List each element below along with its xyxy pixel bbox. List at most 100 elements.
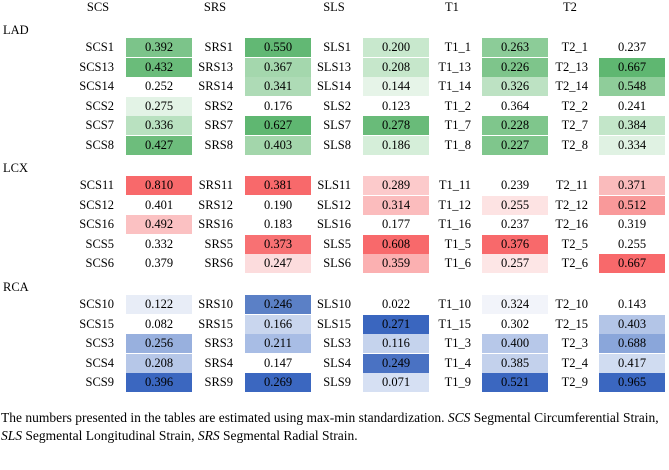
segment-label: T2_15 (555, 316, 588, 331)
value-cell: 0.289 (363, 176, 429, 195)
value-cell: 0.228 (482, 116, 548, 135)
value-cell: 0.965 (599, 373, 665, 392)
value-cell: 0.071 (363, 373, 429, 392)
value-cell: 0.022 (363, 295, 429, 314)
value-cell: 0.249 (363, 353, 429, 373)
segment-label: T1_13 (438, 59, 471, 74)
value-cell: 0.208 (363, 57, 429, 77)
value-cell: 0.190 (245, 195, 311, 215)
value-cell: 0.208 (126, 353, 192, 373)
value-cell: 0.403 (599, 314, 665, 334)
footnote-def-scs: Segmental Circumferential Strain, (470, 410, 659, 425)
table-row: SCS8 0.427 SRS8 0.403 SLS8 0.186 T1_8 0.227 T2_8… (0, 135, 669, 155)
group-label-lad: LAD (3, 23, 29, 37)
value-cell: 0.432 (126, 57, 192, 77)
value-cell: 0.147 (245, 353, 311, 373)
value-cell: 0.336 (126, 116, 192, 135)
segment-label: SCS6 (85, 256, 115, 270)
segment-label: T2_5 (561, 236, 588, 251)
segment-label: SRS13 (198, 59, 233, 74)
segment-label: SRS14 (198, 79, 233, 93)
segment-label: SCS10 (79, 297, 114, 311)
value-cell: 0.608 (363, 234, 429, 254)
segment-label: T2_14 (555, 79, 588, 93)
segment-label: T1_11 (438, 178, 471, 192)
segment-label: T2_10 (555, 297, 588, 311)
value-cell: 0.392 (126, 38, 192, 57)
segment-label: T1_14 (438, 79, 471, 93)
value-cell: 0.263 (482, 38, 548, 57)
table-row: SCS2 0.275 SRS2 0.176 SLS2 0.123 T1_2 0.364 T2_2… (0, 96, 669, 116)
value-cell: 0.512 (599, 195, 665, 215)
segment-label: SCS3 (85, 336, 115, 350)
footnote-text: The numbers presented in the tables are … (1, 410, 448, 425)
table-row: SCS14 0.252 SRS14 0.341 SLS14 0.144 T1_14 0.326… (0, 77, 669, 96)
column-header-t2: T2 (563, 0, 577, 14)
value-cell: 0.319 (599, 215, 665, 234)
value-cell: 0.177 (363, 215, 429, 234)
value-cell: 0.810 (126, 176, 192, 195)
segment-label: SRS8 (204, 137, 234, 152)
segment-label: SLS10 (316, 297, 351, 311)
table-row: SCS3 0.256 SRS3 0.211 SLS3 0.116 T1_3 0.400 T2_3… (0, 334, 669, 353)
segment-label: SRS1 (204, 40, 234, 54)
segment-label: SLS7 (323, 118, 351, 132)
value-cell: 0.379 (126, 254, 192, 273)
footnote-def-srs: Segmental Radial Strain. (219, 428, 358, 443)
segment-label: SCS12 (79, 197, 114, 212)
segment-label: SRS16 (198, 217, 233, 231)
table-row: SCS16 0.492 SRS16 0.183 SLS16 0.177 T1_16 0.237… (0, 215, 669, 234)
value-cell: 0.371 (599, 176, 665, 195)
value-cell: 0.373 (245, 234, 311, 254)
value-cell: 0.400 (482, 334, 548, 353)
table-row: SCS12 0.401 SRS12 0.190 SLS12 0.314 T1_12 0.255… (0, 195, 669, 215)
table-row: SCS13 0.432 SRS13 0.367 SLS13 0.208 T1_13 0.226… (0, 57, 669, 77)
value-cell: 0.332 (126, 234, 192, 254)
segment-label: T2_2 (561, 98, 588, 113)
segment-label: SLS14 (316, 79, 351, 93)
value-cell: 0.144 (363, 77, 429, 96)
footnote-def-sls: Segmental Longitudinal Strain, (22, 428, 198, 443)
table-row: SCS4 0.208 SRS4 0.147 SLS4 0.249 T1_4 0.385 T2_4… (0, 353, 669, 373)
value-cell: 0.396 (126, 373, 192, 392)
value-cell: 0.227 (482, 135, 548, 155)
value-cell: 0.246 (245, 295, 311, 314)
segment-label: T2_13 (555, 59, 588, 74)
segment-label: T2_1 (561, 40, 588, 54)
segment-label: T1_10 (438, 297, 471, 311)
segment-label: SCS13 (79, 59, 114, 74)
value-cell: 0.384 (599, 116, 665, 135)
table-row: SCS11 0.810 SRS11 0.381 SLS11 0.289 T1_11 0.239… (0, 176, 669, 195)
value-cell: 0.326 (482, 77, 548, 96)
segment-label: T2_6 (561, 256, 588, 270)
footnote-abbr-scs: SCS (447, 410, 471, 425)
segment-label: SRS4 (204, 355, 234, 370)
segment-label: SRS12 (198, 197, 233, 212)
segment-label: SCS1 (85, 40, 115, 54)
value-cell: 0.082 (126, 314, 192, 334)
value-cell: 0.176 (245, 96, 311, 116)
column-header-t1: T1 (445, 0, 459, 14)
segment-label: T1_7 (444, 118, 471, 132)
segment-label: SLS3 (323, 336, 351, 350)
segment-label: SRS6 (204, 256, 234, 270)
column-header-scs: SCS (86, 0, 110, 14)
segment-label: T1_5 (444, 236, 471, 251)
value-cell: 0.367 (245, 57, 311, 77)
segment-label: SLS6 (323, 256, 351, 270)
segment-label: SRS5 (204, 236, 234, 251)
table-row: SCS9 0.396 SRS9 0.269 SLS9 0.071 T1_9 0.521 T2_9… (0, 373, 669, 392)
value-cell: 0.417 (599, 353, 665, 373)
segment-label: SLS2 (323, 98, 351, 113)
value-cell: 0.116 (363, 334, 429, 353)
value-cell: 0.255 (482, 195, 548, 215)
table-row: SCS7 0.336 SRS7 0.627 SLS7 0.278 T1_7 0.228 T2_7… (0, 116, 669, 135)
value-cell: 0.166 (245, 314, 311, 334)
value-cell: 0.314 (363, 195, 429, 215)
segment-label: T1_1 (444, 40, 471, 54)
segment-label: SCS2 (85, 98, 115, 113)
value-cell: 0.257 (482, 254, 548, 273)
value-cell: 0.627 (245, 116, 311, 135)
value-cell: 0.241 (599, 96, 665, 116)
value-cell: 0.302 (482, 314, 548, 334)
